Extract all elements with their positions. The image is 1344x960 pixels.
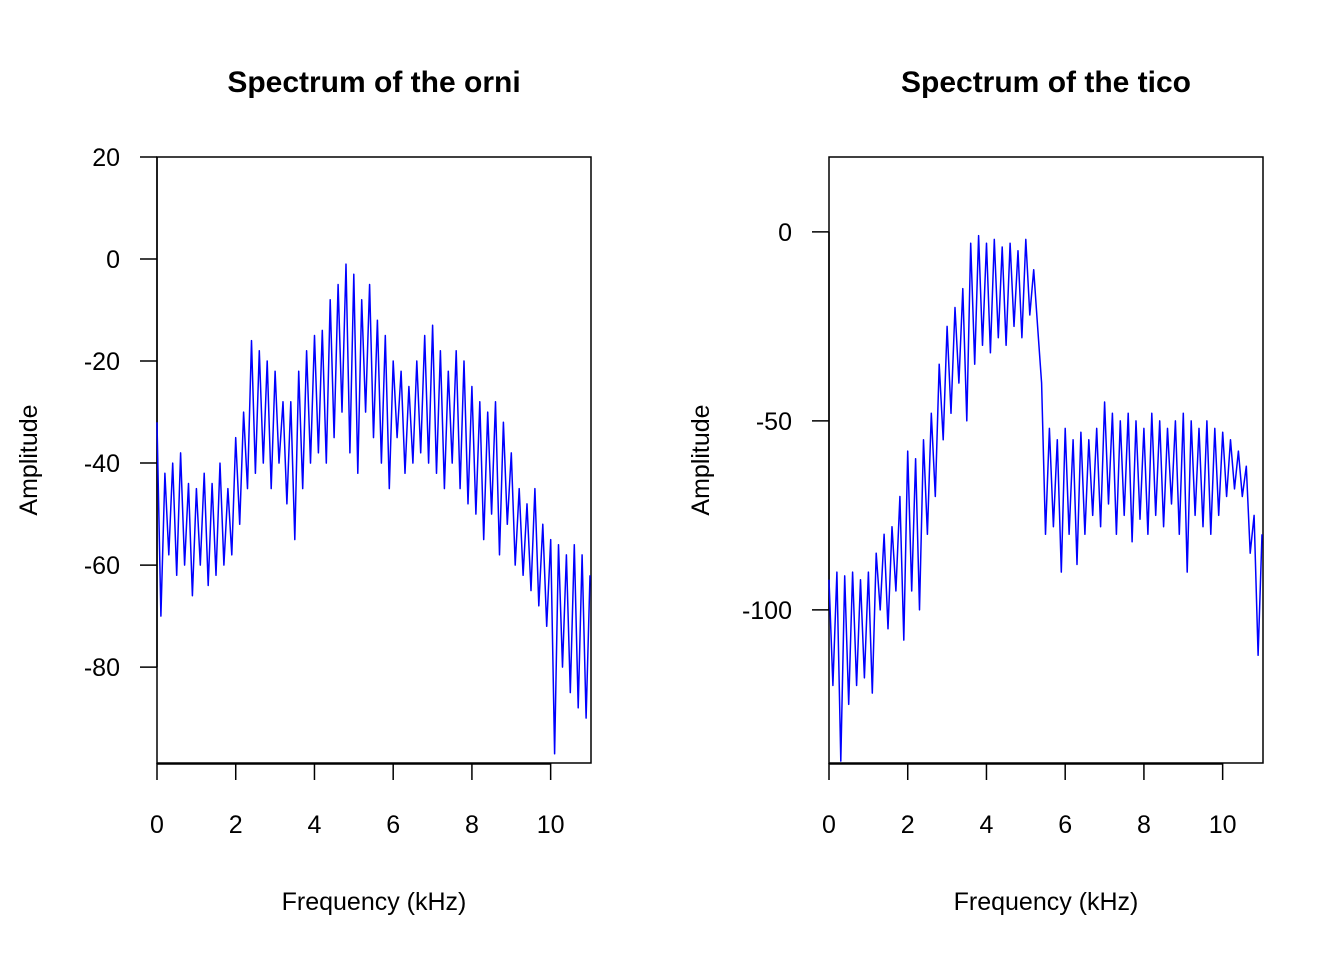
y-tick-label: -100 (742, 597, 792, 625)
x-tick-label: 4 (980, 811, 994, 839)
spectrum-line (156, 263, 591, 755)
plot-frame (156, 156, 592, 764)
y-tick-label: -60 (84, 552, 120, 580)
y-tick-label: 20 (92, 144, 120, 172)
x-tick-label: 6 (1058, 811, 1072, 839)
x-axis-label: Frequency (kHz) (954, 888, 1139, 916)
chart-title: Spectrum of the orni (227, 66, 520, 99)
x-tick-label: 10 (537, 811, 565, 839)
y-axis-label: Amplitude (687, 404, 715, 515)
y-tick-label: -50 (756, 408, 792, 436)
x-tick-label: 2 (229, 811, 243, 839)
y-axis-label: Amplitude (15, 404, 43, 515)
x-tick-label: 0 (150, 811, 164, 839)
x-axis-label: Frequency (kHz) (282, 888, 467, 916)
y-tick-label: -20 (84, 348, 120, 376)
x-tick-label: 8 (1137, 811, 1151, 839)
y-tick-label: -80 (84, 654, 120, 682)
spectrum-line (828, 234, 1263, 762)
x-tick-label: 8 (465, 811, 479, 839)
x-tick-label: 10 (1209, 811, 1237, 839)
chart-title: Spectrum of the tico (901, 66, 1191, 99)
x-tick-label: 2 (901, 811, 915, 839)
x-tick-label: 6 (386, 811, 400, 839)
y-tick-label: 0 (106, 246, 120, 274)
y-tick-label: -40 (84, 450, 120, 478)
x-tick-label: 0 (822, 811, 836, 839)
x-tick-label: 4 (308, 811, 322, 839)
y-tick-label: 0 (778, 219, 792, 247)
